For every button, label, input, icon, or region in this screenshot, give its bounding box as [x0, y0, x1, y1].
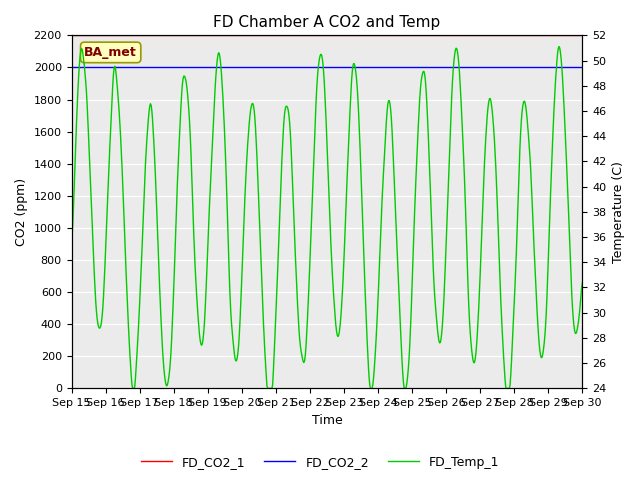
FD_CO2_1	[77, 33, 84, 38]
Y-axis label: Temperature (C): Temperature (C)	[612, 161, 625, 263]
Title: FD Chamber A CO2 and Temp: FD Chamber A CO2 and Temp	[213, 15, 440, 30]
FD_CO2_1	[579, 33, 586, 38]
Line: FD_Temp_1: FD_Temp_1	[72, 47, 582, 388]
FD_CO2_2	[68, 64, 76, 70]
FD_Temp_1	[68, 239, 76, 245]
FD_Temp_1	[555, 44, 563, 49]
FD_CO2_2	[579, 64, 586, 70]
FD_Temp_1	[390, 158, 397, 164]
Text: BA_met: BA_met	[84, 46, 137, 59]
FD_Temp_1	[404, 365, 412, 371]
FD_CO2_1	[68, 33, 76, 38]
Y-axis label: CO2 (ppm): CO2 (ppm)	[15, 178, 28, 246]
FD_Temp_1	[77, 48, 84, 54]
FD_Temp_1	[579, 279, 586, 285]
FD_CO2_2	[404, 64, 412, 70]
FD_Temp_1	[130, 385, 138, 391]
FD_CO2_2	[181, 64, 189, 70]
FD_CO2_2	[129, 64, 137, 70]
FD_Temp_1	[209, 130, 217, 135]
FD_Temp_1	[129, 385, 136, 391]
FD_CO2_1	[129, 33, 137, 38]
FD_CO2_1	[181, 33, 189, 38]
FD_CO2_1	[209, 33, 216, 38]
FD_CO2_2	[209, 64, 216, 70]
X-axis label: Time: Time	[312, 414, 342, 427]
FD_CO2_1	[404, 33, 412, 38]
FD_CO2_1	[389, 33, 397, 38]
FD_CO2_2	[77, 64, 84, 70]
FD_CO2_2	[389, 64, 397, 70]
FD_Temp_1	[182, 78, 190, 84]
Legend: FD_CO2_1, FD_CO2_2, FD_Temp_1: FD_CO2_1, FD_CO2_2, FD_Temp_1	[136, 451, 504, 474]
